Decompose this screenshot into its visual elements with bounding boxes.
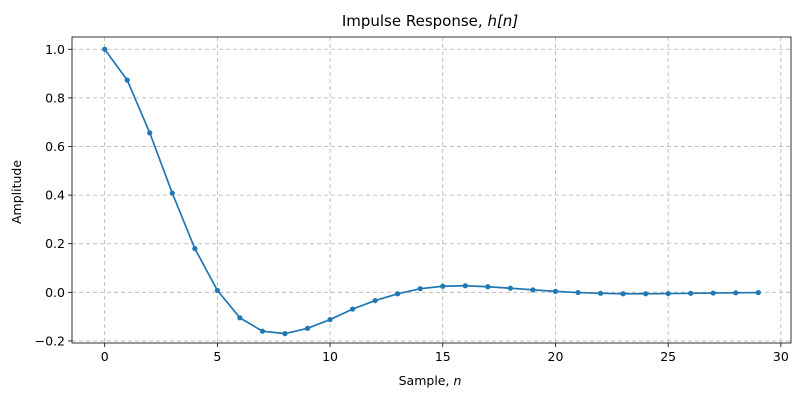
data-point xyxy=(237,315,243,321)
data-point xyxy=(755,289,761,296)
data-point xyxy=(643,291,649,297)
y-tick-label: −0.2 xyxy=(35,333,65,348)
data-point xyxy=(327,316,333,323)
data-point xyxy=(552,288,559,294)
y-tick-label: 0.4 xyxy=(45,188,65,203)
data-point xyxy=(147,130,153,136)
data-point xyxy=(485,284,491,290)
data-point xyxy=(372,297,378,304)
y-tick-label: 0.2 xyxy=(45,236,65,251)
data-point xyxy=(440,283,446,289)
x-tick-label: 0 xyxy=(101,349,109,364)
data-point xyxy=(282,331,288,337)
data-point xyxy=(575,289,581,296)
data-point xyxy=(462,283,468,289)
data-point xyxy=(192,245,198,252)
data-point xyxy=(710,290,716,296)
plot-frame xyxy=(71,36,792,344)
chart-title: Impulse Response, h[n] xyxy=(342,12,518,30)
data-point xyxy=(395,291,401,297)
x-axis-label-prefix: Sample, xyxy=(399,373,454,388)
data-point xyxy=(530,287,536,293)
chart-title-prefix: Impulse Response, xyxy=(342,12,488,30)
data-point xyxy=(688,290,694,296)
data-point xyxy=(597,290,604,296)
data-point xyxy=(620,291,626,297)
data-point xyxy=(507,285,513,291)
x-tick-label: 15 xyxy=(435,349,451,364)
data-point xyxy=(304,325,311,331)
x-tick-label: 10 xyxy=(322,349,338,364)
data-point xyxy=(102,46,108,52)
y-tick-label: 0.6 xyxy=(45,139,65,154)
y-axis-ticks: −0.2 0.0 0.2 0.4 0.6 0.8 1.0 xyxy=(35,42,72,348)
x-tick-label: 30 xyxy=(773,349,789,364)
series-layer xyxy=(102,46,761,337)
data-point xyxy=(214,287,220,293)
data-point xyxy=(665,290,671,297)
x-axis-label: Sample, n xyxy=(399,373,462,388)
x-tick-label: 25 xyxy=(660,349,676,364)
data-point xyxy=(417,286,423,292)
y-tick-label: 0.0 xyxy=(45,285,65,300)
data-point xyxy=(259,328,266,334)
y-tick-label: 0.8 xyxy=(45,90,65,105)
x-axis-label-math: n xyxy=(453,373,461,388)
grid xyxy=(72,37,791,343)
chart-title-math: h[n] xyxy=(487,12,518,30)
series-line xyxy=(103,48,759,335)
data-point xyxy=(733,290,739,296)
x-tick-label: 5 xyxy=(213,349,221,364)
x-tick-label: 20 xyxy=(548,349,564,364)
y-tick-label: 1.0 xyxy=(45,42,65,57)
data-point xyxy=(350,306,356,312)
y-axis-label: Amplitude xyxy=(9,160,24,224)
data-point xyxy=(169,190,175,196)
x-axis-ticks: 0 5 10 15 20 25 30 xyxy=(101,343,789,364)
data-point xyxy=(124,77,130,83)
